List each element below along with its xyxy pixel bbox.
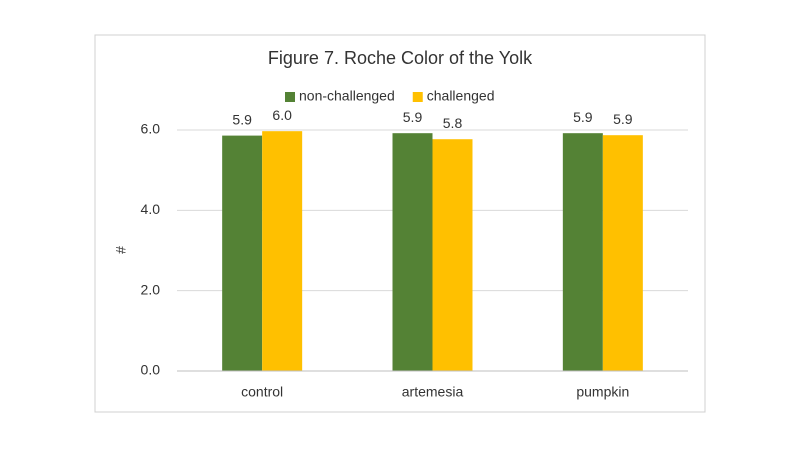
y-axis-label: # bbox=[113, 246, 129, 254]
x-tick-label: control bbox=[241, 384, 283, 400]
x-tick-label: pumpkin bbox=[576, 384, 629, 400]
y-tick-label: 0.0 bbox=[141, 362, 161, 378]
legend-swatch bbox=[412, 92, 423, 102]
legend-label: non-challenged bbox=[299, 88, 395, 104]
value-label: 5.8 bbox=[443, 115, 463, 131]
bar bbox=[562, 133, 603, 371]
value-label: 5.9 bbox=[403, 109, 423, 125]
value-label: 5.9 bbox=[613, 111, 633, 127]
value-label: 6.0 bbox=[272, 107, 292, 123]
y-tick-label: 2.0 bbox=[141, 281, 161, 297]
bar bbox=[392, 133, 433, 371]
value-label: 5.9 bbox=[232, 111, 252, 127]
y-tick-label: 6.0 bbox=[141, 121, 161, 137]
x-tick-label: artemesia bbox=[402, 384, 464, 400]
value-label: 5.9 bbox=[573, 109, 593, 125]
legend-label: challenged bbox=[427, 88, 495, 104]
legend-swatch bbox=[285, 92, 295, 102]
chart-title: Figure 7. Roche Color of the Yolk bbox=[268, 48, 533, 68]
bar bbox=[432, 139, 473, 371]
bar bbox=[222, 135, 263, 371]
y-tick-label: 4.0 bbox=[141, 201, 161, 217]
bar bbox=[262, 131, 303, 371]
bar bbox=[602, 135, 643, 371]
